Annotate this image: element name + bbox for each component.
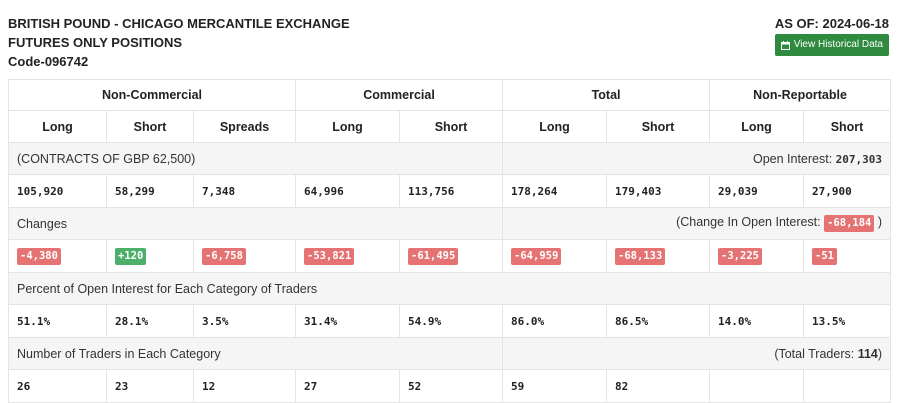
col-header: Short <box>606 110 711 143</box>
change-badge: +120 <box>115 247 147 265</box>
table-cell: 82 <box>606 369 711 403</box>
percent-values-row: 51.1% 28.1% 3.5% 31.4% 54.9% 86.0% 86.5%… <box>8 304 892 338</box>
change-badge: -68,133 <box>615 247 666 265</box>
table-cell: 27 <box>295 369 401 403</box>
report-header: BRITISH POUND - CHICAGO MERCANTILE EXCHA… <box>8 14 892 74</box>
change-badge: -61,495 <box>408 247 459 265</box>
group-non-commercial: Non-Commercial <box>7 79 297 111</box>
table-cell: 86.5% <box>606 304 711 338</box>
changes-values-row: -4,380 +120 -6,758 -53,821 -61,495 -64,9… <box>8 239 892 273</box>
table-cell: 14.0% <box>709 304 805 338</box>
change-oi-label: (Change In Open Interest: <box>676 215 821 229</box>
table-cell: 29,039 <box>709 174 805 208</box>
view-historical-data-button[interactable]: View Historical Data <box>774 34 889 56</box>
column-header-row: Long Short Spreads Long Short Long Short… <box>8 110 892 143</box>
changes-label: Changes <box>7 207 504 240</box>
change-badge: -4,380 <box>17 247 61 265</box>
percent-label: Percent of Open Interest for Each Catego… <box>7 272 892 305</box>
change-badge: -53,821 <box>304 247 355 265</box>
positions-table: Non-Commercial Commercial Total Non-Repo… <box>7 79 892 403</box>
table-cell: 113,756 <box>399 174 504 208</box>
table-cell: 3.5% <box>192 304 297 338</box>
table-cell: 51.1% <box>8 304 107 338</box>
group-commercial: Commercial <box>295 79 504 111</box>
table-cell: 64,996 <box>295 174 401 208</box>
col-header: Long <box>502 110 608 143</box>
table-cell: 13.5% <box>803 304 892 338</box>
table-cell: 28.1% <box>106 304 194 338</box>
col-header: Short <box>106 110 194 143</box>
table-cell: 31.4% <box>295 304 401 338</box>
report-title-line2: FUTURES ONLY POSITIONS <box>8 35 183 50</box>
table-cell: 178,264 <box>502 174 608 208</box>
report-title-line1: BRITISH POUND - CHICAGO MERCANTILE EXCHA… <box>8 16 350 31</box>
change-badge: -3,225 <box>718 247 762 265</box>
changes-section-row: Changes (Change In Open Interest: -68,18… <box>7 207 892 240</box>
traders-values-row: 26 23 12 27 52 59 82 <box>8 369 892 403</box>
table-cell: 27,900 <box>803 174 892 208</box>
view-historical-data-label: View Historical Data <box>793 39 883 50</box>
total-traders-close: ) <box>877 346 883 361</box>
total-traders-value: 114 <box>857 346 878 361</box>
total-traders: (Total Traders: 114) <box>502 337 892 370</box>
change-badge: -51 <box>812 247 837 265</box>
table-cell: 86.0% <box>502 304 608 338</box>
col-header: Long <box>8 110 107 143</box>
table-cell: 59 <box>502 369 608 403</box>
traders-section-row: Number of Traders in Each Category (Tota… <box>7 337 892 370</box>
table-cell: 179,403 <box>606 174 711 208</box>
table-cell: 54.9% <box>399 304 504 338</box>
report-title: BRITISH POUND - CHICAGO MERCANTILE EXCHA… <box>8 14 350 71</box>
table-cell: 23 <box>106 369 194 403</box>
col-header: Short <box>803 110 892 143</box>
col-header: Short <box>399 110 504 143</box>
col-header: Spreads <box>192 110 297 143</box>
table-cell: 58,299 <box>106 174 194 208</box>
table-cell: 26 <box>8 369 107 403</box>
calendar-icon <box>780 40 790 50</box>
group-total: Total <box>502 79 711 111</box>
change-badge: -6,758 <box>202 247 246 265</box>
report-code: Code-096742 <box>8 54 89 69</box>
percent-section-row: Percent of Open Interest for Each Catego… <box>7 272 892 305</box>
contracts-label: (CONTRACTS OF GBP 62,500) <box>7 142 504 175</box>
col-header: Long <box>295 110 401 143</box>
table-cell: 105,920 <box>8 174 107 208</box>
group-header-row: Non-Commercial Commercial Total Non-Repo… <box>7 79 892 111</box>
col-header: Long <box>709 110 805 143</box>
total-traders-label: (Total Traders: <box>774 346 855 361</box>
traders-label: Number of Traders in Each Category <box>7 337 504 370</box>
table-cell <box>803 369 892 403</box>
change-open-interest: (Change In Open Interest: -68,184 ) <box>502 207 892 240</box>
change-badge: -64,959 <box>511 247 562 265</box>
group-non-reportable: Non-Reportable <box>709 79 892 111</box>
open-interest: Open Interest: 207,303 <box>502 142 892 175</box>
contracts-section-row: (CONTRACTS OF GBP 62,500) Open Interest:… <box>7 142 892 175</box>
contracts-values-row: 105,920 58,299 7,348 64,996 113,756 178,… <box>8 174 892 208</box>
table-cell: 7,348 <box>192 174 297 208</box>
change-oi-close: ) <box>877 215 883 229</box>
table-cell: 52 <box>399 369 504 403</box>
as-of-date: AS OF: 2024-06-18 <box>774 16 889 31</box>
table-cell: 12 <box>192 369 297 403</box>
table-cell <box>709 369 805 403</box>
open-interest-value: 207,303 <box>835 152 883 166</box>
open-interest-label: Open Interest: <box>752 151 833 166</box>
change-oi-badge: -68,184 <box>824 215 875 232</box>
